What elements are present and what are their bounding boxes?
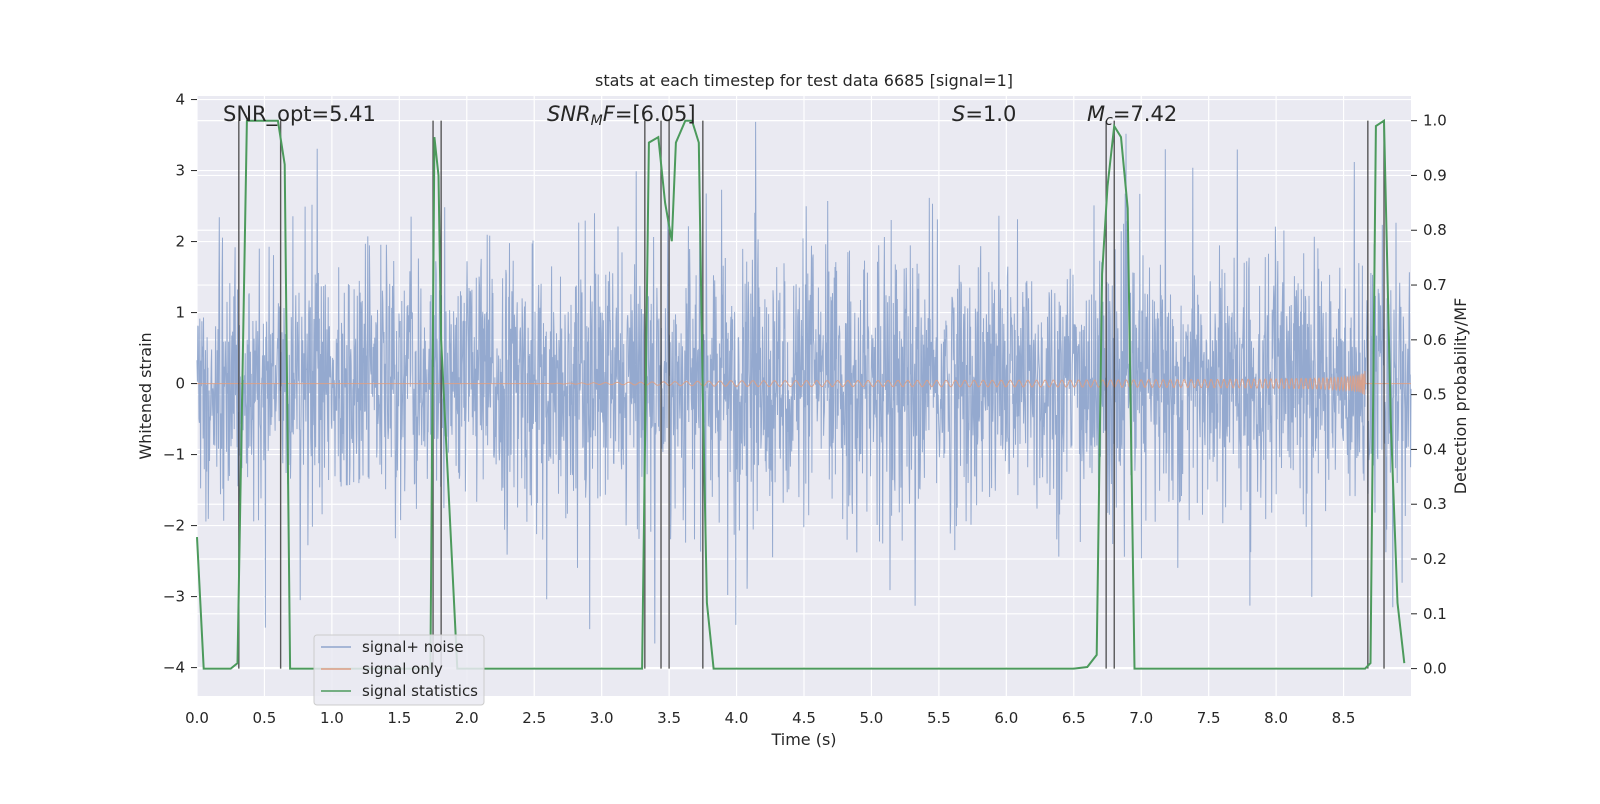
y-tick-label-right: 1.0 [1423, 112, 1447, 130]
x-tick-label: 2.0 [455, 709, 479, 727]
y-tick-label-right: 0.7 [1423, 276, 1447, 294]
legend-box [313, 634, 485, 706]
x-tick-label: 6.0 [994, 709, 1018, 727]
x-tick-label: 6.5 [1062, 709, 1086, 727]
y-tick-label-right: 0.5 [1423, 386, 1447, 404]
x-tick-label: 0.5 [253, 709, 277, 727]
chart-title: stats at each timestep for test data 668… [595, 71, 1013, 90]
legend-label-signal-noise: signal+ noise [362, 638, 464, 656]
x-tick-label: 5.5 [927, 709, 951, 727]
y-axis-right-ticks: 1.0 0.9 0.8 0.7 0.6 0.5 0.4 0.3 0.2 0.1 0.0 [1411, 112, 1447, 678]
y-tick-label-left: 3 [175, 162, 185, 180]
x-axis-label: Time (s) [770, 730, 836, 749]
y-tick-label-right: 0.1 [1423, 605, 1447, 623]
legend-label-signal-only: signal only [362, 660, 443, 678]
signal-only-series [197, 370, 1411, 395]
signal-only-line [197, 370, 1411, 395]
y-tick-label-left: 2 [175, 233, 185, 251]
signal-noise-line [196, 121, 1412, 644]
annotation-snr-opt: SNR_opt=5.41 [223, 102, 376, 127]
x-tick-label: 3.5 [657, 709, 681, 727]
x-tick-label: 1.0 [320, 709, 344, 727]
y-tick-label-right: 0.0 [1423, 660, 1447, 678]
y-tick-label-left: −4 [163, 659, 185, 677]
y-tick-label-left: 0 [175, 375, 185, 393]
y-tick-label-right: 0.2 [1423, 550, 1447, 568]
legend: signal+ noise signal only signal statist… [313, 634, 485, 706]
annotation-s-stat: S=1.0 [952, 102, 1016, 126]
x-tick-label: 5.0 [860, 709, 884, 727]
signal-statistics-line [196, 118, 1406, 670]
x-tick-label: 3.0 [590, 709, 614, 727]
x-tick-label: 4.0 [725, 709, 749, 727]
signal-statistics-series [196, 118, 1406, 670]
annotation-chirp-mass: Mc=7.42 [1087, 102, 1177, 129]
legend-label-signal-statistics: signal statistics [362, 682, 478, 700]
x-tick-label: 7.0 [1129, 709, 1153, 727]
x-axis-ticks: 0.0 0.5 1.0 1.5 2.0 2.5 3.0 3.5 4.0 4.5 5.0 5.5 6.0 6… [185, 709, 1355, 727]
y-tick-label-left: −1 [163, 446, 185, 464]
y-tick-label-right: 0.6 [1423, 331, 1447, 349]
y-tick-label-left: 1 [175, 304, 185, 322]
x-tick-label: 8.5 [1332, 709, 1356, 727]
y-tick-label-right: 0.9 [1423, 166, 1447, 184]
y-tick-label-right: 0.3 [1423, 495, 1447, 513]
y-tick-label-left: −3 [163, 588, 185, 606]
x-tick-label: 1.5 [387, 709, 411, 727]
y-axis-left-ticks: 4 3 2 1 0 −1 −2 −3 −4 [163, 91, 197, 677]
x-tick-label: 7.5 [1197, 709, 1221, 727]
y-tick-label-right: 0.4 [1423, 440, 1447, 458]
x-tick-label: 8.0 [1264, 709, 1288, 727]
signal-noise-series [196, 121, 1412, 644]
x-tick-label: 4.5 [792, 709, 816, 727]
annotation-snr-mf: SNRMF=[6.05] [547, 102, 696, 129]
y-tick-label-right: 0.8 [1423, 221, 1447, 239]
y-axis-left-label: Whitened strain [136, 332, 155, 459]
x-tick-label: 2.5 [522, 709, 546, 727]
y-tick-label-left: 4 [175, 91, 185, 109]
y-axis-right-label: Detection probability/MF [1451, 298, 1470, 495]
y-tick-label-left: −2 [163, 517, 185, 535]
x-tick-label: 0.0 [185, 709, 209, 727]
